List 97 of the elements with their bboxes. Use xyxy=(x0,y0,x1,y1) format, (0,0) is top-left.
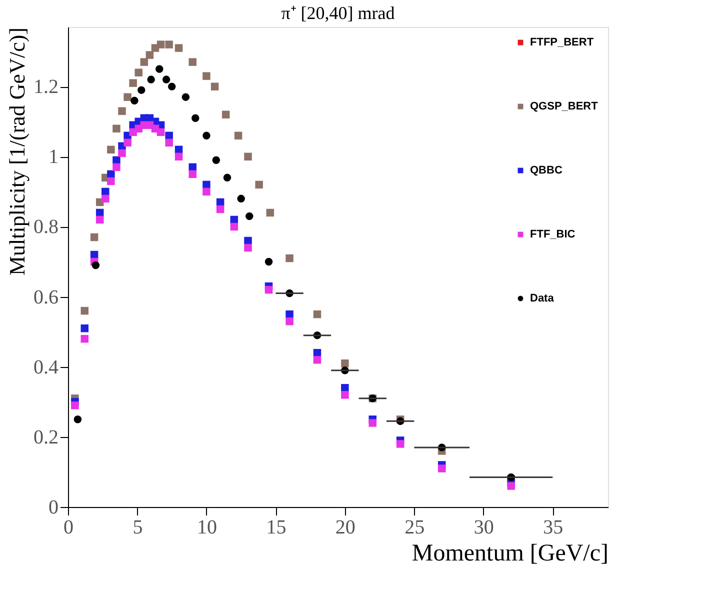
point xyxy=(80,324,88,332)
y-tick-label: 0.4 xyxy=(34,356,58,378)
point xyxy=(174,152,183,161)
x-tick-label: 10 xyxy=(196,516,217,538)
point xyxy=(244,244,252,252)
point xyxy=(230,222,238,231)
y-tick-label: 1 xyxy=(48,146,58,168)
point xyxy=(313,310,322,318)
y-tick-label: 1.2 xyxy=(34,76,58,98)
x-axis-title: Momentum [GeV/c] xyxy=(412,540,608,566)
point xyxy=(107,146,115,154)
point xyxy=(118,149,126,158)
point xyxy=(188,163,196,172)
point xyxy=(138,86,146,94)
point xyxy=(341,384,349,392)
legend-label: Data xyxy=(530,292,555,304)
point xyxy=(286,254,294,262)
point xyxy=(124,138,132,146)
legend-label: FTFP_BERT xyxy=(530,36,594,48)
point xyxy=(212,156,220,164)
point xyxy=(168,82,176,90)
point xyxy=(507,482,515,490)
point xyxy=(80,306,88,315)
y-tick-label: 0.2 xyxy=(34,426,58,448)
y-tick-label: 0.6 xyxy=(34,286,58,308)
point xyxy=(156,40,165,48)
x-tick-label: 30 xyxy=(474,516,494,538)
point xyxy=(156,65,164,73)
point xyxy=(71,402,79,410)
x-tick-label: 5 xyxy=(132,516,143,538)
point xyxy=(102,194,110,203)
point xyxy=(223,174,232,182)
point xyxy=(129,79,137,87)
point xyxy=(244,152,252,161)
point xyxy=(188,58,196,66)
point xyxy=(74,416,82,424)
point xyxy=(341,359,349,368)
x-tick-label: 35 xyxy=(543,516,564,538)
point xyxy=(234,132,242,140)
point xyxy=(107,177,115,186)
point xyxy=(192,114,200,122)
point xyxy=(237,194,245,203)
point xyxy=(174,44,183,52)
point xyxy=(222,110,230,118)
y-axis-title: Multiplicity [1/(rad GeV/c)] xyxy=(4,28,30,276)
point xyxy=(165,40,173,48)
point xyxy=(202,132,210,140)
point xyxy=(202,180,210,189)
legend-label: QGSP_BERT xyxy=(530,100,598,112)
point xyxy=(202,72,210,80)
point xyxy=(216,205,224,214)
point xyxy=(264,258,273,266)
point xyxy=(112,124,120,132)
x-tick-label: 15 xyxy=(266,516,286,538)
point xyxy=(162,76,170,84)
point xyxy=(286,317,294,326)
point xyxy=(266,208,274,217)
y-tick-label: 0.8 xyxy=(34,216,58,238)
x-tick-label: 25 xyxy=(404,516,425,538)
point xyxy=(202,188,210,196)
point xyxy=(182,93,190,101)
point xyxy=(210,82,219,90)
x-tick-label: 20 xyxy=(335,516,356,538)
point xyxy=(368,419,376,427)
point xyxy=(147,76,155,84)
legend-label: QBBC xyxy=(530,164,562,176)
point xyxy=(341,391,349,399)
point xyxy=(107,170,115,178)
point xyxy=(396,440,404,448)
point xyxy=(244,236,252,245)
point xyxy=(96,216,104,224)
point xyxy=(112,163,120,172)
point xyxy=(80,334,88,343)
point xyxy=(92,261,100,270)
point xyxy=(130,96,138,104)
y-tick-label: 0 xyxy=(48,496,58,518)
point xyxy=(246,212,254,220)
chart-title: π⁺ [20,40] mrad xyxy=(281,3,395,23)
x-tick-label: 0 xyxy=(64,516,74,538)
point xyxy=(313,356,322,364)
legend-label: FTF_BIC xyxy=(530,228,576,240)
point xyxy=(118,107,126,115)
point xyxy=(102,188,110,196)
point xyxy=(134,68,142,76)
point xyxy=(286,310,294,318)
point xyxy=(146,51,154,59)
point xyxy=(124,93,132,101)
point xyxy=(165,138,173,146)
point xyxy=(264,286,273,294)
point xyxy=(165,132,173,140)
point xyxy=(90,233,98,242)
point xyxy=(156,128,165,136)
point xyxy=(255,180,263,189)
point xyxy=(438,464,446,472)
point xyxy=(112,156,120,164)
point xyxy=(140,58,148,66)
point xyxy=(188,170,196,178)
